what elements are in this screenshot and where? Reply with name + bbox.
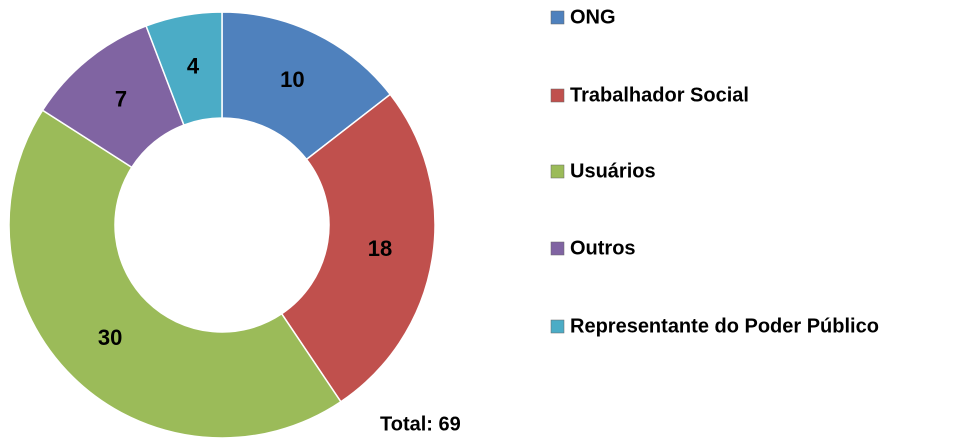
donut-slice [8, 109, 342, 438]
value-label: 4 [187, 53, 200, 78]
legend-swatch [550, 10, 565, 25]
legend-label: ONG [570, 6, 616, 28]
donut-slice [145, 11, 223, 126]
legend-label: Usuários [570, 160, 656, 182]
value-label: 7 [115, 87, 127, 112]
value-label: 18 [368, 236, 392, 261]
legend-swatch [550, 164, 565, 179]
legend-swatch [550, 241, 565, 256]
legend-label: Trabalhador Social [570, 84, 749, 106]
legend-swatch [550, 319, 565, 334]
donut-slice [280, 93, 436, 403]
legend-label: Outros [570, 237, 636, 259]
value-label: 10 [280, 67, 304, 92]
total-annotation: Total: 69 [380, 413, 461, 435]
value-label: 30 [98, 325, 122, 350]
legend-swatch [550, 88, 565, 103]
legend-label: Representante do Poder Público [570, 315, 879, 337]
